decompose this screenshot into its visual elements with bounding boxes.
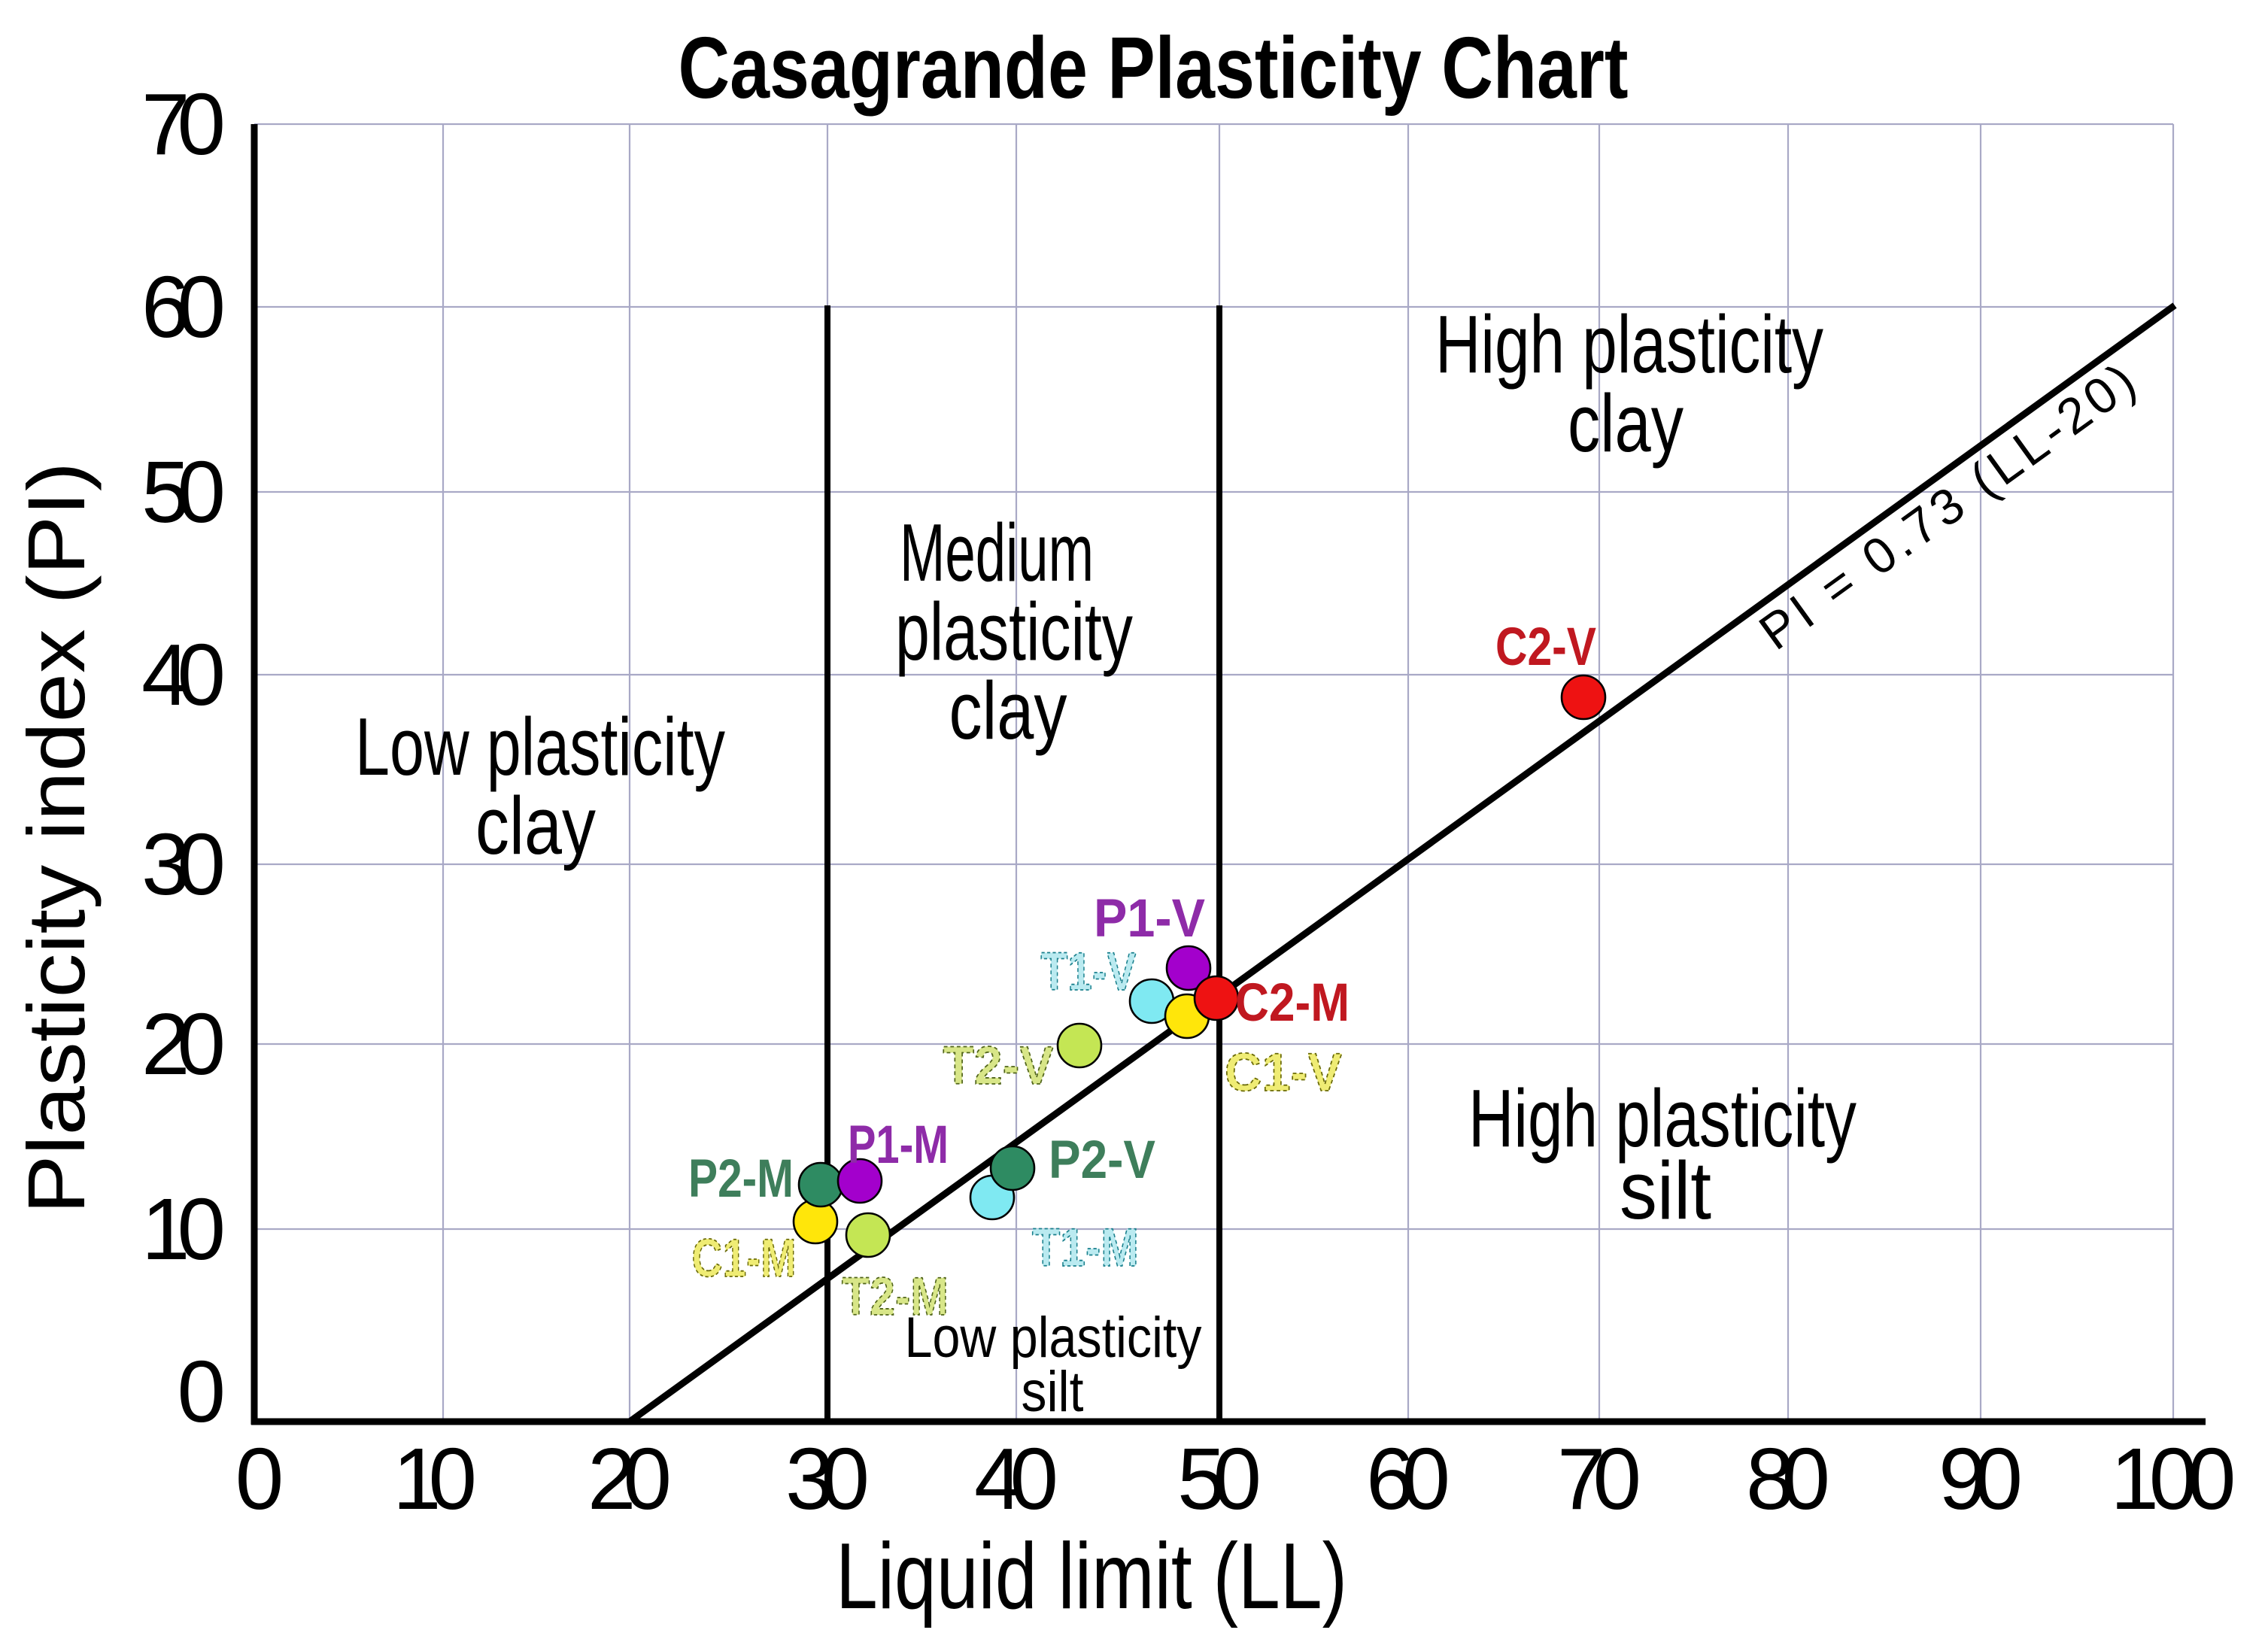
svg-text:T1-V: T1-V (1041, 942, 1137, 1002)
svg-text:clay: clay (1568, 378, 1684, 469)
svg-text:70: 70 (1557, 1430, 1641, 1528)
svg-text:Low plasticity: Low plasticity (905, 1306, 1202, 1370)
svg-text:Liquid limit (LL): Liquid limit (LL) (836, 1525, 1347, 1628)
svg-text:70: 70 (141, 75, 226, 173)
svg-text:30: 30 (141, 815, 226, 913)
svg-text:50: 50 (1177, 1430, 1262, 1528)
svg-text:P2-V: P2-V (1049, 1131, 1155, 1190)
svg-text:30: 30 (785, 1430, 870, 1528)
svg-text:Medium: Medium (900, 507, 1094, 599)
svg-text:80: 80 (1746, 1430, 1830, 1528)
svg-text:90: 90 (1939, 1430, 2023, 1528)
svg-text:T2-M: T2-M (842, 1267, 949, 1327)
svg-text:100: 100 (2111, 1430, 2236, 1528)
svg-text:0: 0 (235, 1430, 284, 1528)
svg-text:clay: clay (475, 780, 596, 872)
svg-text:T1-M: T1-M (1032, 1219, 1139, 1278)
svg-text:Low plasticity: Low plasticity (355, 701, 725, 793)
svg-text:50: 50 (141, 443, 226, 541)
svg-text:P1-V: P1-V (1094, 889, 1205, 948)
svg-text:Casagrande Plasticity Chart: Casagrande Plasticity Chart (679, 19, 1629, 117)
svg-text:40: 40 (974, 1430, 1058, 1528)
svg-text:P1-M: P1-M (848, 1115, 949, 1175)
svg-text:High plasticity: High plasticity (1435, 299, 1823, 390)
svg-text:T2-V: T2-V (943, 1037, 1054, 1096)
svg-text:P2-M: P2-M (688, 1149, 794, 1209)
svg-text:C1-M: C1-M (692, 1229, 797, 1288)
svg-text:plasticity: plasticity (895, 586, 1133, 678)
svg-text:40: 40 (141, 626, 226, 724)
svg-text:Plasticity index (PI): Plasticity index (PI) (11, 462, 102, 1214)
svg-text:60: 60 (1366, 1430, 1450, 1528)
svg-text:High plasticity: High plasticity (1468, 1073, 1857, 1164)
svg-text:10: 10 (393, 1430, 477, 1528)
svg-text:20: 20 (141, 995, 226, 1093)
svg-text:20: 20 (587, 1430, 672, 1528)
svg-text:silt: silt (1620, 1145, 1711, 1237)
svg-text:0: 0 (177, 1343, 226, 1440)
svg-text:10: 10 (141, 1180, 226, 1278)
svg-text:clay: clay (949, 665, 1067, 757)
svg-text:C2-V: C2-V (1495, 618, 1596, 677)
svg-text:60: 60 (141, 258, 226, 356)
svg-text:C2-M: C2-M (1235, 973, 1350, 1033)
svg-text:C1-V: C1-V (1225, 1043, 1342, 1103)
svg-text:silt: silt (1022, 1360, 1084, 1424)
